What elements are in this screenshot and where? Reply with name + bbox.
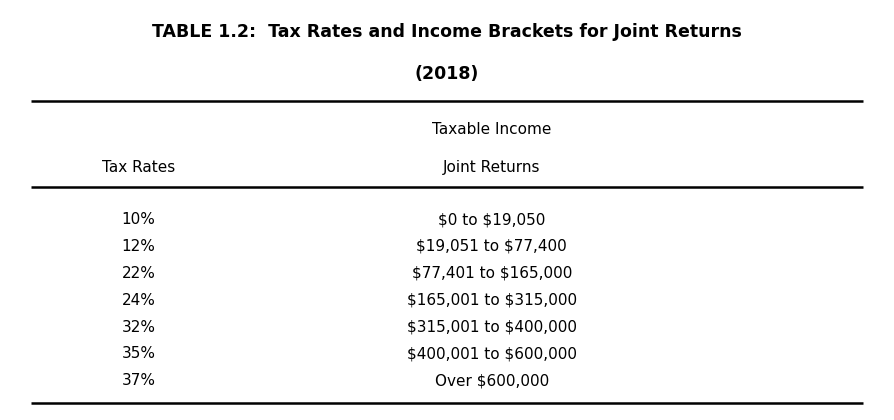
Text: \$77,401 to \$165,000: \$77,401 to \$165,000 xyxy=(411,266,572,281)
Text: \$165,001 to \$315,000: \$165,001 to \$315,000 xyxy=(407,293,577,308)
Text: Over \$600,000: Over \$600,000 xyxy=(434,373,549,388)
Text: \$19,051 to \$77,400: \$19,051 to \$77,400 xyxy=(417,239,567,254)
Text: 35%: 35% xyxy=(122,346,156,362)
Text: Taxable Income: Taxable Income xyxy=(432,122,552,137)
Text: 37%: 37% xyxy=(122,373,156,388)
Text: 22%: 22% xyxy=(122,266,156,281)
Text: 12%: 12% xyxy=(122,239,156,254)
Text: Joint Returns: Joint Returns xyxy=(443,160,541,175)
Text: 24%: 24% xyxy=(122,293,156,308)
Text: TABLE 1.2:  Tax Rates and Income Brackets for Joint Returns: TABLE 1.2: Tax Rates and Income Brackets… xyxy=(152,23,742,41)
Text: (2018): (2018) xyxy=(415,65,479,83)
Text: \$400,001 to \$600,000: \$400,001 to \$600,000 xyxy=(407,346,577,362)
Text: \$315,001 to \$400,000: \$315,001 to \$400,000 xyxy=(407,320,577,335)
Text: 10%: 10% xyxy=(122,212,156,227)
Text: \$0 to \$19,050: \$0 to \$19,050 xyxy=(438,212,545,227)
Text: 32%: 32% xyxy=(122,320,156,335)
Text: Tax Rates: Tax Rates xyxy=(102,160,175,175)
